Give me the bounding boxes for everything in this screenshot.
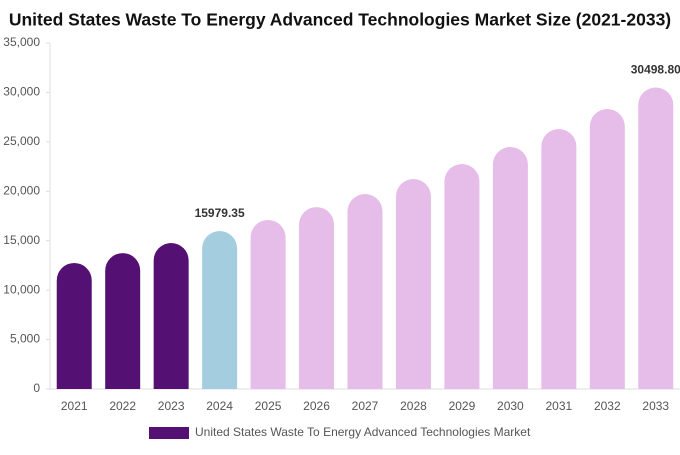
bar xyxy=(541,129,577,389)
bar xyxy=(589,109,625,390)
x-tick-label: 2028 xyxy=(400,399,427,413)
bar xyxy=(638,87,674,390)
y-tick-label: 35,000 xyxy=(3,35,40,49)
legend-label: United States Waste To Energy Advanced T… xyxy=(195,425,531,439)
x-tick-label: 2025 xyxy=(255,399,282,413)
y-tick-label: 20,000 xyxy=(3,183,40,197)
x-tick-label: 2033 xyxy=(642,399,669,413)
x-tick-label: 2032 xyxy=(594,399,621,413)
x-tick-label: 2026 xyxy=(303,399,330,413)
value-label: 15979.35 xyxy=(195,206,245,220)
y-tick-label: 30,000 xyxy=(3,85,40,99)
bar xyxy=(202,231,238,389)
x-tick-label: 2031 xyxy=(545,399,572,413)
bar xyxy=(395,179,431,389)
x-tick-label: 2030 xyxy=(497,399,524,413)
x-tick-label: 2027 xyxy=(352,399,379,413)
x-tick-label: 2021 xyxy=(61,399,88,413)
x-tick-label: 2023 xyxy=(158,399,185,413)
y-tick-label: 15,000 xyxy=(3,233,40,247)
y-tick-label: 0 xyxy=(33,381,40,395)
bar xyxy=(153,242,189,389)
y-tick-label: 5,000 xyxy=(10,332,40,346)
bar xyxy=(444,164,480,389)
value-label: 30498.80 xyxy=(631,63,680,77)
y-tick-label: 10,000 xyxy=(3,282,40,296)
x-tick-label: 2029 xyxy=(449,399,476,413)
bar xyxy=(56,262,92,389)
y-tick-label: 25,000 xyxy=(3,134,40,148)
chart-title: United States Waste To Energy Advanced T… xyxy=(9,10,671,30)
bar xyxy=(105,253,141,389)
bar xyxy=(347,194,383,389)
x-tick-label: 2024 xyxy=(206,399,233,413)
legend-swatch xyxy=(149,427,189,439)
bar xyxy=(299,207,335,389)
bar xyxy=(492,146,528,389)
x-tick-label: 2022 xyxy=(109,399,136,413)
bar xyxy=(250,219,286,389)
